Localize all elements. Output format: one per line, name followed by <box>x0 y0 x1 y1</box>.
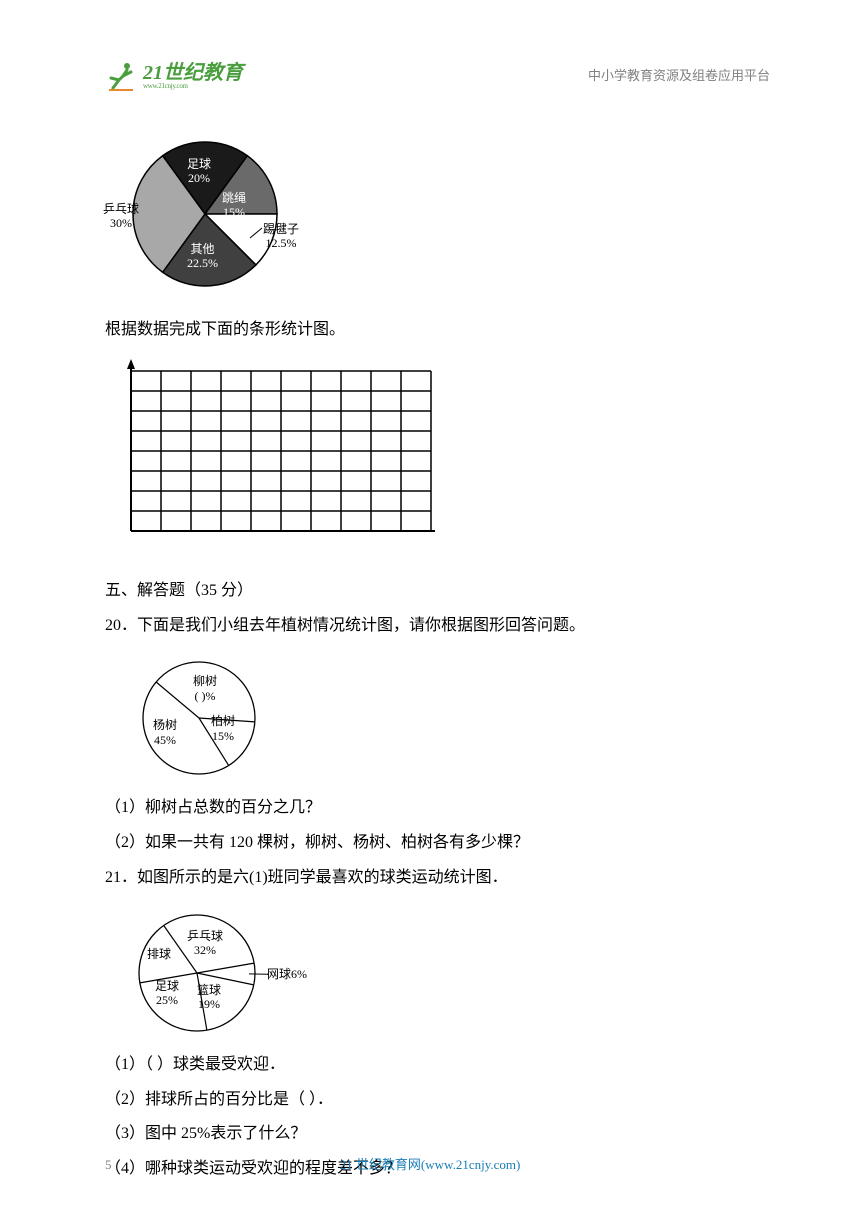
page-header: 21世纪教育 www.21cnjy.com 中小学教育资源及组卷应用平台 <box>105 60 770 92</box>
trees-pie-chart: 柳树( )% 柏树15% 杨树45% <box>125 654 273 782</box>
pie3-label-tennis: 网球6% <box>267 967 307 981</box>
section-5-heading: 五、解答题（35 分） <box>105 577 770 606</box>
pie3-label-football: 足球25% <box>155 979 179 1008</box>
pie1-label-football: 足球20% <box>187 157 211 186</box>
question-20-1: （1）柳树占总数的百分之几？ <box>105 794 770 823</box>
logo-sub-text: www.21cnjy.com <box>143 83 243 90</box>
page-content: 足球20% 跳绳15% 踢毽子12.5% 其他22.5% 乒乓球30% 根据数据… <box>105 122 770 1184</box>
pie3-label-volleyball: 排球 <box>147 947 171 961</box>
header-platform-text: 中小学教育资源及组卷应用平台 <box>588 64 770 87</box>
pie2-label-poplar: 杨树45% <box>153 718 177 747</box>
footer-site: 21 世纪教育网(www.21cnjy.com) <box>340 1153 521 1176</box>
question-21-1: （1）（ ）球类最受欢迎． <box>105 1051 770 1080</box>
question-20-2: （2）如果一共有 120 棵树，柳树、杨树、柏树各有多少棵？ <box>105 829 770 858</box>
grid-instruction: 根据数据完成下面的条形统计图。 <box>105 316 770 345</box>
question-20: 20．下面是我们小组去年植树情况统计图，请你根据图形回答问题。 <box>105 612 770 641</box>
pie1-label-other: 其他22.5% <box>187 242 218 271</box>
page-number: 5 <box>105 1153 112 1176</box>
pie1-label-jumprope: 跳绳15% <box>222 191 246 220</box>
logo-main-text: 21世纪教育 <box>143 63 243 83</box>
pie3-label-basketball: 篮球19% <box>197 983 221 1012</box>
logo-runner-icon <box>105 60 137 92</box>
pie2-label-willow: 柳树( )% <box>193 674 217 703</box>
blank-bar-grid <box>105 359 435 559</box>
logo: 21世纪教育 www.21cnjy.com <box>105 60 243 92</box>
pie2-label-cypress: 柏树15% <box>211 714 235 743</box>
question-21-2: （2）排球所占的百分比是（ ）． <box>105 1086 770 1115</box>
pie1-label-pingpong: 乒乓球30% <box>103 202 139 231</box>
pie3-label-pingpong: 乒乓球32% <box>187 929 223 958</box>
sports-pie-chart: 足球20% 跳绳15% 踢毽子12.5% 其他22.5% 乒乓球30% <box>105 128 305 300</box>
pie1-label-jianzi: 踢毽子12.5% <box>263 222 299 251</box>
balls-pie-chart: 乒乓球32% 网球6% 篮球19% 足球25% 排球 <box>125 907 317 1039</box>
page-footer: 5 21 世纪教育网(www.21cnjy.com) <box>0 1153 860 1176</box>
question-21-3: （3）图中 25%表示了什么？ <box>105 1120 770 1149</box>
question-21: 21．如图所示的是六(1)班同学最喜欢的球类运动统计图． <box>105 864 770 893</box>
